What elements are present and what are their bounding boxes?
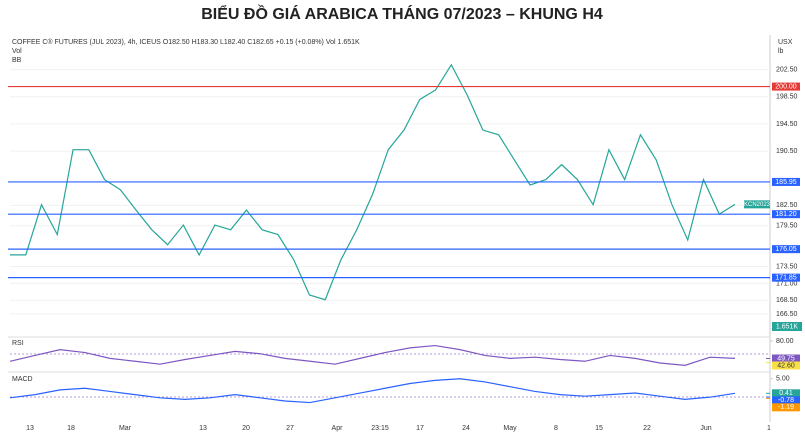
price-tag: [772, 210, 800, 219]
y-tick-label: 80.00: [776, 338, 794, 345]
y-tick-label: 198.50: [776, 94, 798, 101]
x-tick-label: 23:15: [371, 425, 389, 432]
price-tag: [772, 273, 800, 282]
price-tag-label: 49.75: [777, 355, 795, 362]
vol-tag: 1.651K: [776, 323, 799, 330]
price-tag-label: -1.19: [778, 404, 794, 411]
y-tick-label: 202.50: [776, 66, 798, 73]
y-tick-label: 5.00: [776, 376, 790, 383]
x-tick-label: Mar: [119, 425, 132, 432]
unit-top: USX: [778, 39, 793, 46]
y-tick-label: 179.50: [776, 223, 798, 230]
price-tag-label: 42.60: [777, 362, 795, 369]
price-tag-label: 185.95: [775, 179, 797, 186]
bb-label: BB: [12, 57, 22, 64]
price-tag: [772, 389, 800, 398]
y-tick-label: 168.50: [776, 297, 798, 304]
unit-bottom: lb: [778, 48, 784, 55]
price-tag-label: 200.00: [775, 83, 797, 90]
y-tick-label: 194.50: [776, 121, 798, 128]
x-tick-label: 1: [767, 425, 771, 432]
x-tick-label: 18: [67, 425, 75, 432]
y-tick-label: 190.50: [776, 148, 798, 155]
y-tick-label: 166.50: [776, 311, 798, 318]
x-tick-label: 20: [242, 425, 250, 432]
price-tag: [772, 245, 800, 254]
price-tag: [772, 82, 800, 91]
x-tick-label: 24: [462, 425, 470, 432]
last-tag: [744, 200, 770, 209]
x-tick-label: 13: [26, 425, 34, 432]
price-tag: [772, 396, 800, 405]
price-tag: [772, 177, 800, 186]
vol-label: Vol: [12, 48, 22, 55]
pane-title: RSI: [12, 340, 24, 347]
x-tick-label: Apr: [332, 425, 344, 432]
series-line: [9, 344, 736, 366]
x-tick-label: 15: [595, 425, 603, 432]
price-tag-label: 181.20: [775, 211, 797, 218]
chart-title: BIỂU ĐỒ GIÁ ARABICA THÁNG 07/2023 – KHUN…: [201, 4, 603, 23]
y-tick-label: 171.00: [776, 280, 798, 287]
x-tick-label: 8: [554, 425, 558, 432]
y-tick-label: 182.50: [776, 202, 798, 209]
pane-title: MACD: [12, 376, 33, 383]
x-tick-label: May: [503, 425, 517, 432]
series-line: [9, 378, 736, 404]
y-tick-label: 173.50: [776, 263, 798, 270]
price-tag: [772, 361, 800, 370]
price-tag-label: -0.78: [778, 397, 794, 404]
x-tick-label: 17: [416, 425, 424, 432]
last-tag-label: KCN2023: [744, 202, 771, 208]
x-tick-label: 13: [199, 425, 207, 432]
price-tag-label: 176.05: [775, 246, 797, 253]
x-tick-label: 27: [286, 425, 294, 432]
x-tick-label: 22: [643, 425, 651, 432]
price-tag-label: 0.41: [779, 390, 793, 397]
vol-tag-box: [772, 322, 802, 331]
symbol-line: COFFEE C® FUTURES (JUL 2023), 4h, ICEUS …: [12, 38, 360, 46]
price-tag: [772, 403, 800, 412]
x-tick-label: Jun: [700, 425, 711, 432]
series-line: [10, 63, 736, 301]
price-tag: [772, 354, 800, 363]
price-tag-label: 171.85: [775, 274, 797, 281]
